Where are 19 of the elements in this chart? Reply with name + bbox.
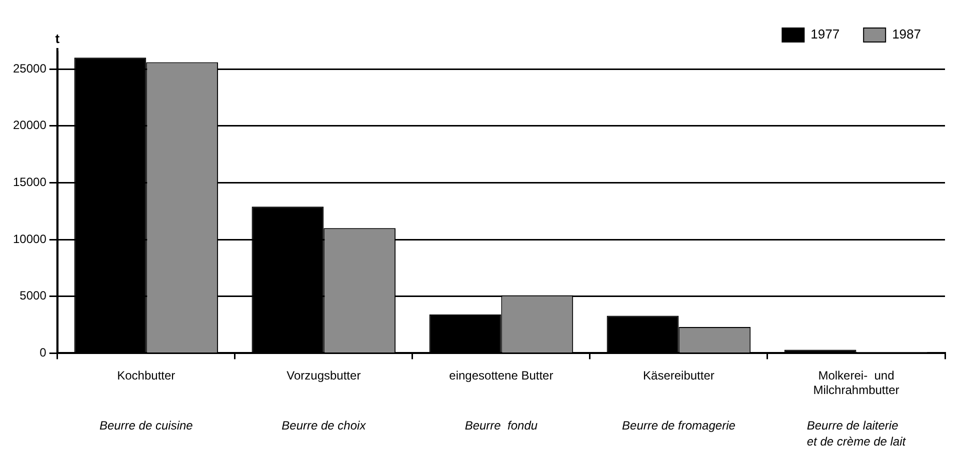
- text: Beurre de cuisine: [99, 418, 194, 433]
- y-tick-label: 0: [40, 346, 47, 360]
- text: Beurre fondu: [464, 418, 538, 433]
- y-tick-label: 15000: [12, 175, 47, 190]
- text: Beurre de fromagerie: [622, 418, 736, 433]
- y-tick-label: 10000: [12, 232, 47, 246]
- legend-label: 1987: [892, 26, 921, 42]
- y-tick-label: 25000: [12, 61, 47, 76]
- y-tick-label: 20000: [12, 118, 47, 132]
- text: Beurre de choix: [282, 418, 367, 433]
- x-tick-label: Kochbutter: [117, 368, 176, 383]
- legend-label: 1977: [810, 26, 840, 42]
- x-tick-label: Molkerei- und Milchrahmbutter: [813, 368, 900, 398]
- x-tick-label: eingesottene Butter: [449, 368, 554, 383]
- x-tick-label: Vorzugsbutter: [286, 368, 361, 383]
- y-tick-label: 5000: [20, 288, 47, 303]
- text: Beurre de laiterie et de crème de lait: [806, 418, 906, 449]
- y-axis-title: t: [55, 31, 60, 46]
- x-tick-label: Käsereibutter: [643, 368, 714, 383]
